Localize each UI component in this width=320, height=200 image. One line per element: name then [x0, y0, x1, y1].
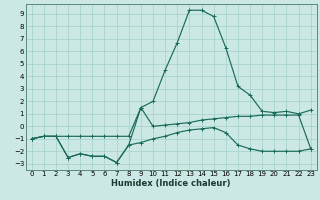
X-axis label: Humidex (Indice chaleur): Humidex (Indice chaleur): [111, 179, 231, 188]
